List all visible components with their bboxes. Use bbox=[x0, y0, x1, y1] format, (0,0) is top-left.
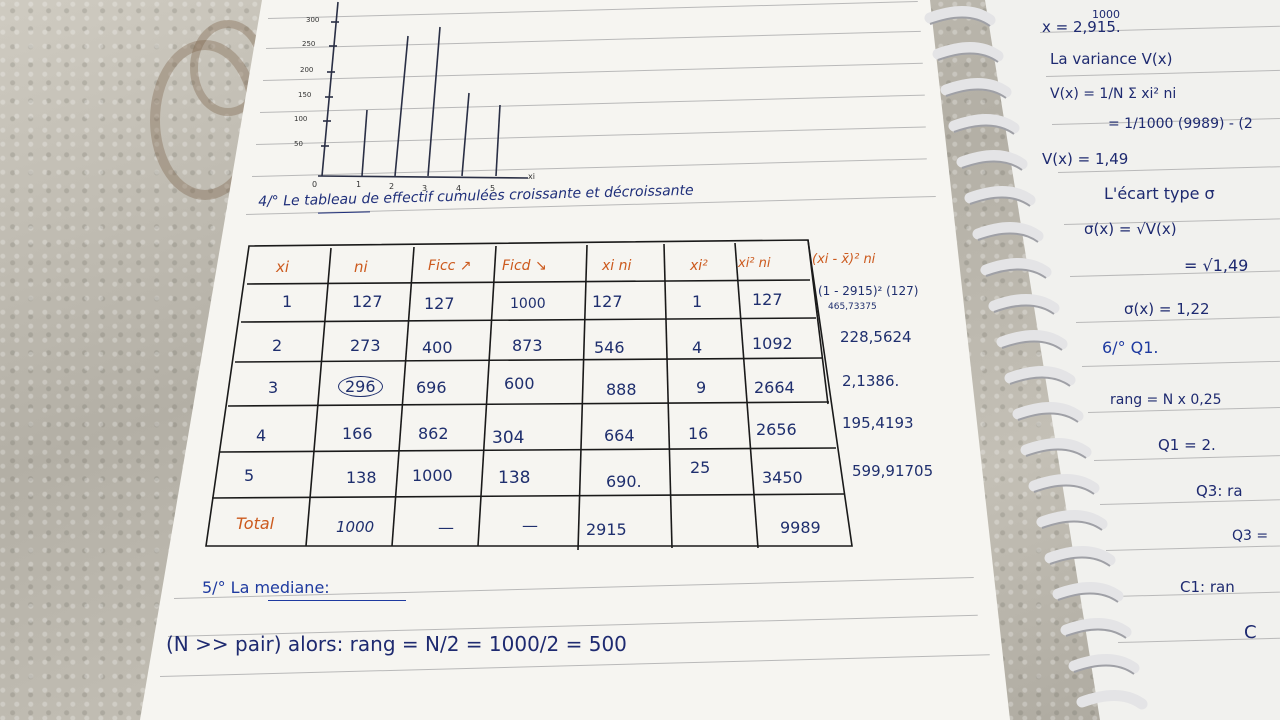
right-page-line: V(x) = 1,49 bbox=[1042, 150, 1129, 168]
table-cell: 273 bbox=[350, 336, 381, 355]
right-page-line: Q1 = 2. bbox=[1158, 436, 1216, 454]
table-cell: (1 - 2915)² (127) bbox=[818, 284, 919, 298]
table-header-xi-squared: xi² bbox=[690, 258, 708, 274]
right-page-line: La variance V(x) bbox=[1050, 50, 1173, 68]
table-cell: 138 bbox=[498, 468, 531, 488]
y-tick-label: 300 bbox=[306, 16, 320, 24]
x-tick-label: 0 bbox=[312, 180, 318, 189]
table-cell: 888 bbox=[606, 380, 637, 399]
table-cell: 25 bbox=[690, 458, 711, 477]
table-cell: 4 bbox=[256, 426, 267, 445]
right-page-line: rang = N x 0,25 bbox=[1110, 392, 1222, 408]
section-5-underline bbox=[268, 600, 406, 601]
table-total-cell: 9989 bbox=[780, 518, 821, 537]
table-cell: 2656 bbox=[756, 420, 797, 439]
table-cell: 546 bbox=[594, 338, 625, 357]
y-tick-label: 200 bbox=[300, 66, 314, 74]
table-header-xi-squared-ni: xi² ni bbox=[738, 256, 771, 271]
y-tick-label: 250 bbox=[302, 40, 316, 48]
right-page-line: 1000 bbox=[1092, 8, 1120, 21]
table-cell: 2 bbox=[272, 336, 283, 355]
table-header-ni: ni bbox=[354, 258, 368, 276]
table-cell: 1000 bbox=[510, 296, 546, 312]
table-cell: 166 bbox=[342, 424, 373, 443]
section-5-title: 5/° La mediane: bbox=[202, 578, 330, 597]
x-axis bbox=[317, 175, 529, 179]
right-page-line: = 1/1000 (9989) - (2 bbox=[1108, 116, 1253, 132]
table-cell: 1092 bbox=[752, 334, 793, 353]
right-page-line: C bbox=[1244, 622, 1257, 643]
table-cell: 2664 bbox=[754, 378, 795, 397]
right-page-line: = √1,49 bbox=[1184, 256, 1249, 275]
table-total-cell: — bbox=[438, 518, 454, 537]
table-cell: 9 bbox=[696, 378, 707, 397]
table-cell: 664 bbox=[604, 426, 635, 445]
table-cell: 228,5624 bbox=[840, 328, 912, 346]
table-cell: 873 bbox=[512, 336, 543, 355]
y-tick-label: 50 bbox=[294, 140, 303, 148]
table-cell: 3450 bbox=[762, 468, 803, 487]
table-cell: 304 bbox=[492, 428, 525, 448]
table-cell: 127 bbox=[752, 290, 783, 309]
table-cell: 696 bbox=[416, 378, 447, 397]
right-page-line: V(x) = 1/N Σ xi² ni bbox=[1050, 86, 1177, 102]
table-cell: 862 bbox=[418, 424, 449, 443]
y-tick-label: 150 bbox=[298, 91, 312, 99]
table-cell: 127 bbox=[352, 292, 383, 311]
y-tick-label: 100 bbox=[294, 115, 308, 123]
stick-x1 bbox=[361, 109, 368, 177]
table-cell: 599,91705 bbox=[852, 462, 934, 480]
right-page-line: 6/° Q1. bbox=[1102, 338, 1159, 357]
table-cell: 600 bbox=[504, 374, 535, 393]
table-header-variance-term: (xi - x̄)² ni bbox=[812, 252, 876, 267]
table-cell: 3 bbox=[268, 378, 279, 397]
table-cell: 2,1386. bbox=[842, 372, 900, 390]
right-page-line: σ(x) = √V(x) bbox=[1084, 220, 1177, 238]
stick-x4 bbox=[461, 92, 470, 177]
right-page-line: x = 2,915. bbox=[1042, 18, 1121, 36]
table-header-xi: xi bbox=[276, 258, 290, 276]
table-cell: 4 bbox=[692, 338, 703, 357]
x-tick-label: 4 bbox=[456, 184, 462, 193]
table-total-label: Total bbox=[236, 514, 275, 533]
y-axis bbox=[321, 1, 339, 177]
right-page-line: Q3: ra bbox=[1196, 482, 1243, 500]
table-header-ficd: Ficd ↘ bbox=[502, 258, 547, 274]
stick-x2 bbox=[394, 35, 409, 177]
table-cell: 127 bbox=[424, 294, 455, 313]
table-cell-note: 465,73375 bbox=[828, 302, 877, 312]
table-header-xi-ni: xi ni bbox=[602, 258, 632, 274]
table-cell: 138 bbox=[346, 468, 377, 487]
right-page-line: C1: ran bbox=[1180, 578, 1235, 596]
table-total-cell: 1000 bbox=[336, 518, 375, 536]
right-page-line: σ(x) = 1,22 bbox=[1124, 300, 1210, 318]
stick-x5 bbox=[495, 104, 501, 177]
table-total-cell: — bbox=[522, 516, 538, 535]
table-cell: 5 bbox=[244, 466, 255, 485]
right-page-line: Q3 = bbox=[1232, 528, 1269, 544]
x-tick-label: 3 bbox=[422, 184, 428, 193]
table-cell: 400 bbox=[422, 338, 453, 357]
median-rank-formula: (N >> pair) alors: rang = N/2 = 1000/2 =… bbox=[166, 632, 627, 656]
table-cell-circled: 296 bbox=[338, 376, 383, 397]
x-tick-label: 2 bbox=[389, 182, 395, 191]
table-cell: 1000 bbox=[412, 466, 453, 485]
right-page-line: L'écart type σ bbox=[1104, 184, 1215, 203]
table-header-ficc: Ficc ↗ bbox=[428, 258, 472, 274]
x-tick-label: 5 bbox=[490, 184, 496, 193]
stick-x3 bbox=[427, 26, 441, 177]
table-cell: 690. bbox=[606, 472, 642, 491]
table-total-cell: 2915 bbox=[586, 520, 627, 539]
x-tick-label: 1 bbox=[356, 180, 362, 189]
table-cell: 1 bbox=[282, 292, 293, 311]
table-cell: 127 bbox=[592, 292, 623, 311]
table-cell: 16 bbox=[688, 424, 709, 443]
table-cell: 1 bbox=[692, 292, 703, 311]
x-axis-label: xi bbox=[528, 172, 535, 181]
table-cell: 195,4193 bbox=[842, 414, 914, 432]
